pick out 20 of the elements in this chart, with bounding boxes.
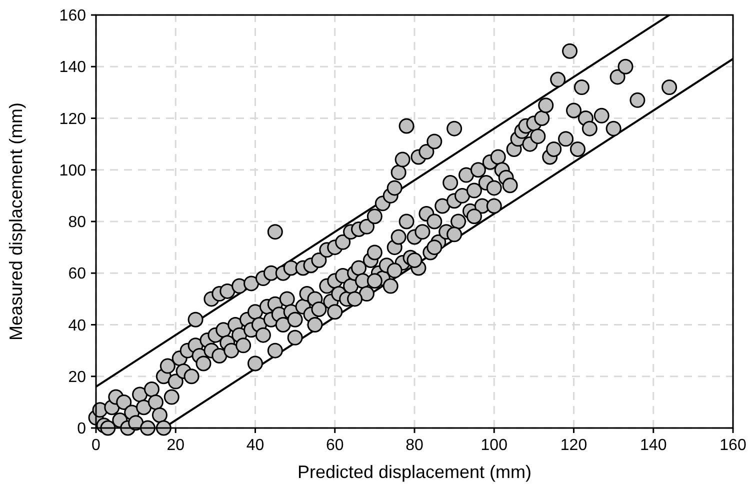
y-tick-label: 0 [77,420,86,438]
x-tick-label: 80 [406,437,424,454]
y-tick-label: 60 [68,266,86,283]
x-tick-label: 140 [640,437,667,454]
y-tick-label: 100 [59,162,86,180]
x-tick-label: 100 [480,437,508,454]
y-axis-title: Measured displacement (mm) [6,102,26,341]
y-tick-label: 40 [68,317,86,334]
x-tick-label: 160 [720,437,746,454]
x-tick-label: 120 [560,437,588,454]
x-tick-label: 0 [92,437,101,454]
x-tick-label: 40 [246,437,264,454]
y-tick-label: 120 [59,110,86,128]
y-tick-label: 140 [59,59,86,76]
x-axis-title: Predicted displacement (mm) [297,462,532,482]
y-tick-label: 80 [68,214,86,232]
x-tick-label: 20 [166,437,185,454]
y-tick-label: 20 [68,368,86,386]
y-tick-label: 160 [59,8,86,25]
x-tick-label: 60 [326,437,344,454]
